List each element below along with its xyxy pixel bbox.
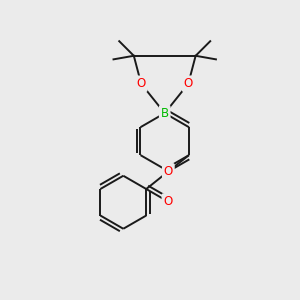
Text: O: O bbox=[164, 165, 173, 178]
Text: O: O bbox=[184, 77, 193, 90]
Text: B: B bbox=[161, 107, 169, 120]
Text: O: O bbox=[163, 195, 172, 208]
Text: O: O bbox=[136, 77, 146, 90]
